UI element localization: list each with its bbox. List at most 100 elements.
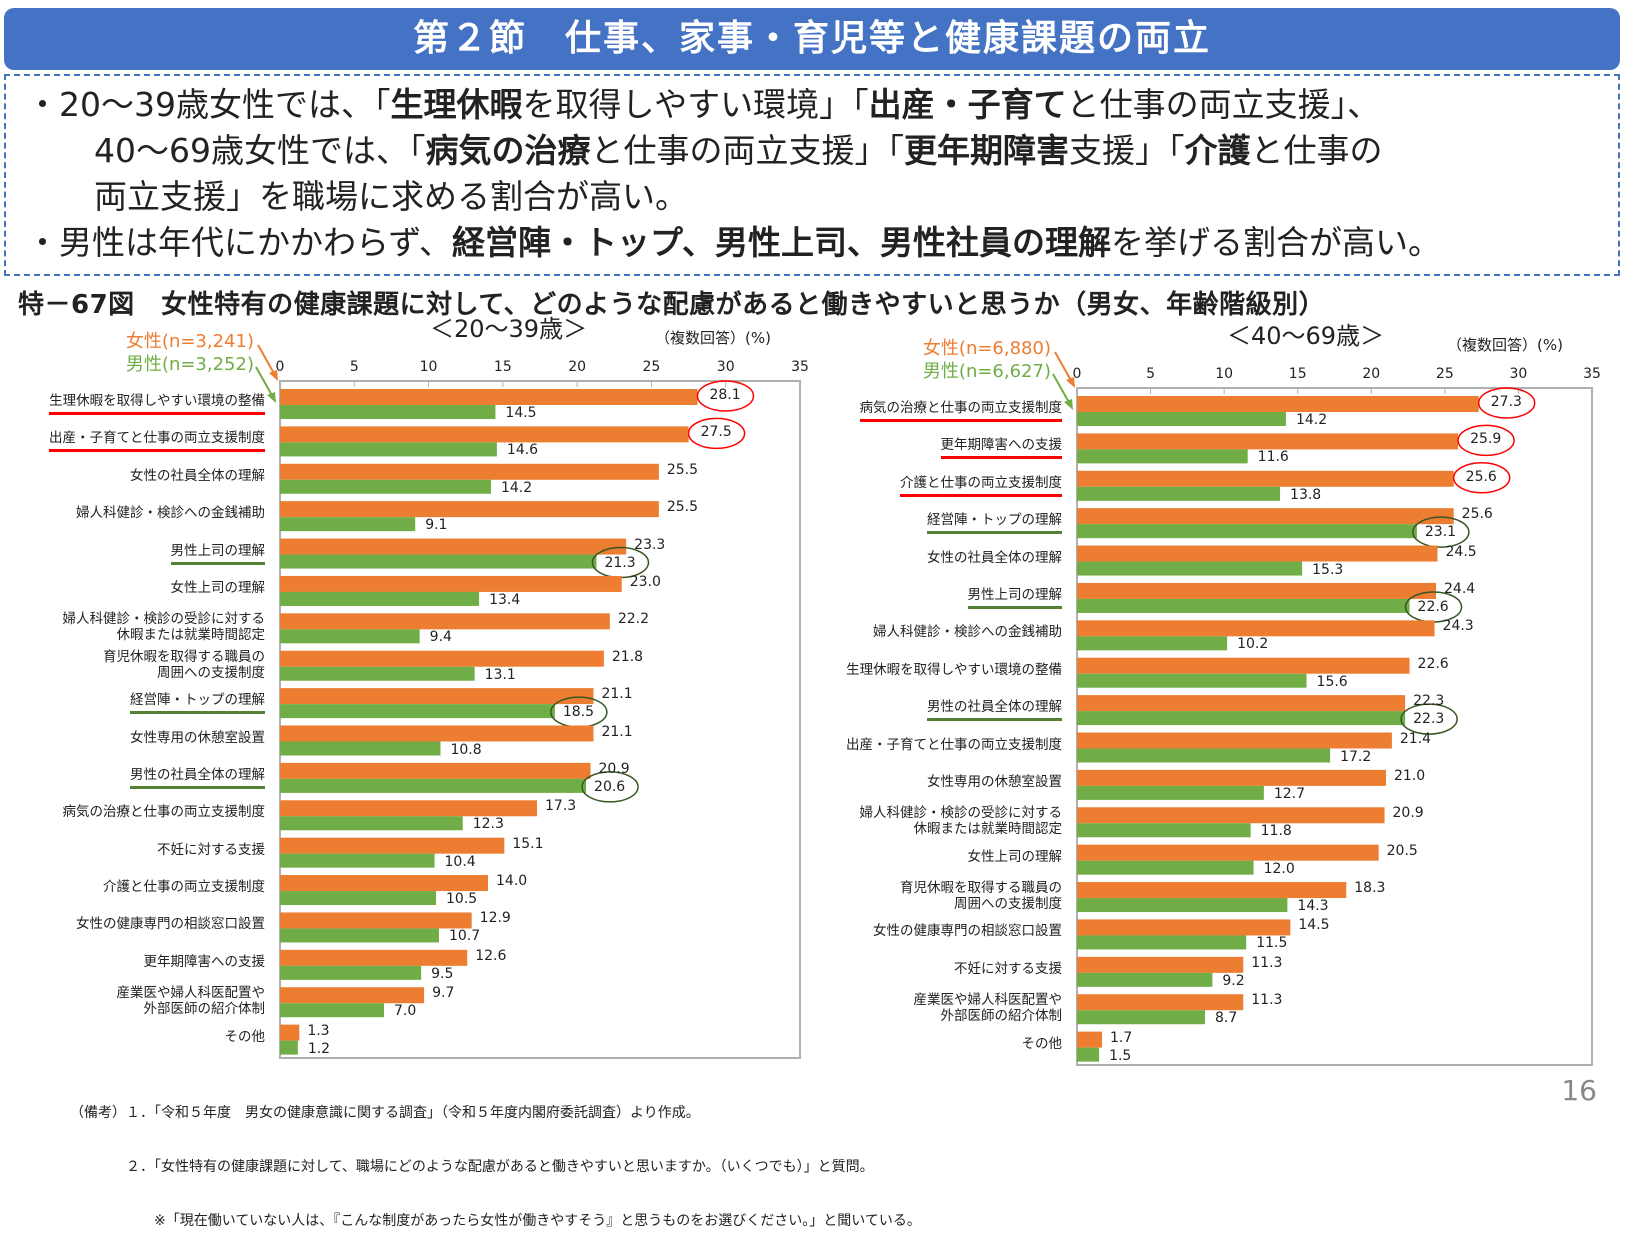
bar-female — [280, 650, 604, 667]
bar-male — [280, 853, 435, 868]
category-text: 不妊に対する支援 — [157, 841, 265, 858]
x-tick-label: 30 — [1509, 366, 1528, 382]
category-label: 女性上司の理解 — [812, 849, 1063, 871]
bar-male — [280, 479, 491, 494]
bar-male — [280, 666, 475, 681]
category-text: 婦人科健診・検診の受診に対する 休暇または就業時間認定 — [62, 611, 266, 644]
summary-text: 支援」「 — [1068, 131, 1185, 170]
bar-male — [280, 405, 496, 419]
value-label-male: 12.0 — [1263, 860, 1295, 877]
legend-male: 男性(n=3,252) — [125, 354, 254, 375]
category-label: 生理休暇を取得しやすい環境の整備 — [812, 662, 1062, 684]
x-tick-label: 25 — [642, 359, 661, 375]
x-tick-label: 0 — [275, 359, 285, 375]
summary-text: ・男性は年代にかかわらず、 — [26, 223, 453, 262]
bar-female — [1077, 470, 1454, 487]
value-label-female: 9.7 — [432, 985, 455, 1002]
value-label-male: 22.3 — [1413, 711, 1445, 728]
value-label-male: 1.2 — [307, 1040, 331, 1057]
bar-male — [1077, 1047, 1100, 1062]
value-label-female: 23.3 — [634, 536, 666, 553]
bar-male — [280, 891, 436, 906]
value-label-female: 22.3 — [1413, 693, 1445, 710]
value-label-male: 1.5 — [1109, 1047, 1132, 1064]
category-text: 婦人科健診・検診の受診に対する 休暇または就業時間認定 — [859, 805, 1063, 838]
chart-title: ＜20～39歳＞ — [430, 315, 588, 343]
bar-female — [1077, 508, 1454, 525]
value-label-female: 22.6 — [1417, 655, 1449, 672]
value-label-male: 11.8 — [1260, 823, 1292, 840]
x-tick-label: 5 — [349, 359, 359, 375]
unit-label: （複数回答）(%) — [1447, 336, 1563, 354]
bar-male — [1077, 860, 1254, 875]
category-label: 女性上司の理解 — [15, 580, 266, 602]
bar-female — [280, 1024, 300, 1041]
value-label-male: 8.7 — [1215, 1010, 1238, 1027]
bar-male — [280, 517, 416, 532]
arrowhead-icon — [1064, 399, 1073, 410]
emphasis-text: 更年期障害 — [903, 131, 1069, 170]
category-text: 病気の治療と仕事の両立支援制度 — [62, 804, 266, 821]
value-label-male: 14.5 — [505, 405, 537, 421]
bar-female — [280, 912, 472, 929]
bar-female — [280, 800, 538, 817]
legend-arrow-female — [1054, 351, 1074, 385]
bar-female — [280, 875, 488, 892]
section-header: 第２節 仕事、家事・育児等と健康課題の両立 — [4, 8, 1620, 70]
bar-male — [280, 1003, 384, 1018]
x-tick-label: 15 — [493, 359, 512, 375]
bar-female — [1077, 396, 1479, 412]
value-label-male: 15.3 — [1312, 561, 1344, 578]
category-text: 出産・子育てと仕事の両立支援制度 — [49, 430, 265, 453]
bar-male — [280, 629, 420, 644]
page-number: 16 — [1561, 1074, 1597, 1107]
value-label-male: 10.5 — [446, 891, 478, 908]
bar-female — [1077, 1031, 1103, 1048]
value-label-female: 27.5 — [700, 424, 732, 441]
summary-text: と仕事の — [1250, 131, 1383, 170]
category-label: 婦人科健診・検診の受診に対する 休暇または就業時間認定 — [812, 805, 1063, 843]
value-label-male: 11.6 — [1257, 449, 1289, 466]
bar-male — [280, 965, 422, 980]
category-text: 女性の健康専門の相談窓口設置 — [873, 923, 1062, 940]
category-text: 更年期障害への支援 — [940, 437, 1062, 460]
bar-male — [280, 778, 587, 793]
category-label: 婦人科健診・検診への金銭補助 — [15, 505, 265, 527]
value-label-female: 25.6 — [1465, 468, 1497, 485]
bar-female — [1077, 919, 1291, 936]
bar-male — [280, 741, 441, 756]
value-label-male: 21.3 — [604, 554, 636, 571]
category-text: 出産・子育てと仕事の両立支援制度 — [846, 736, 1062, 753]
value-label-male: 13.4 — [489, 591, 521, 608]
category-label: 育児休暇を取得する職員の 周囲への支援制度 — [15, 649, 265, 687]
value-label-female: 20.9 — [598, 760, 630, 777]
x-tick-label: 20 — [568, 359, 587, 375]
category-label: 病気の治療と仕事の両立支援制度 — [15, 804, 266, 826]
category-label: 経営陣・トップの理解 — [15, 692, 265, 715]
value-label-male: 10.7 — [448, 928, 481, 945]
x-tick-label: 0 — [1072, 366, 1082, 382]
bar-female — [280, 426, 689, 443]
bar-male — [1077, 412, 1286, 426]
bar-female — [280, 463, 659, 480]
summary-bullet-2: ・男性は年代にかかわらず、経営陣・トップ、男性上司、男性社員の理解を挙げる割合が… — [26, 220, 1618, 266]
category-text: 婦人科健診・検診への金銭補助 — [76, 505, 265, 522]
category-label: 介護と仕事の両立支援制度 — [812, 475, 1062, 497]
bar-male — [1077, 673, 1307, 688]
summary-text: 40～69歳女性では、「 — [94, 131, 426, 170]
bar-male — [280, 704, 555, 719]
value-label-female: 24.5 — [1445, 543, 1477, 560]
value-label-male: 9.2 — [1222, 972, 1245, 989]
bar-female — [1077, 695, 1406, 712]
x-tick-label: 35 — [1583, 366, 1601, 382]
bar-male — [1077, 486, 1281, 501]
x-tick-label: 5 — [1146, 366, 1156, 382]
emphasis-text: 経営陣・トップ、男性上司、男性社員の理解 — [452, 223, 1112, 262]
category-label: 病気の治療と仕事の両立支援制度 — [812, 400, 1062, 422]
bar-female — [280, 688, 594, 705]
value-label-female: 24.4 — [1444, 580, 1476, 597]
value-label-female: 21.4 — [1399, 730, 1432, 747]
category-label: 経営陣・トップの理解 — [812, 512, 1062, 535]
value-label-female: 25.5 — [666, 499, 699, 516]
bar-female — [280, 762, 591, 779]
